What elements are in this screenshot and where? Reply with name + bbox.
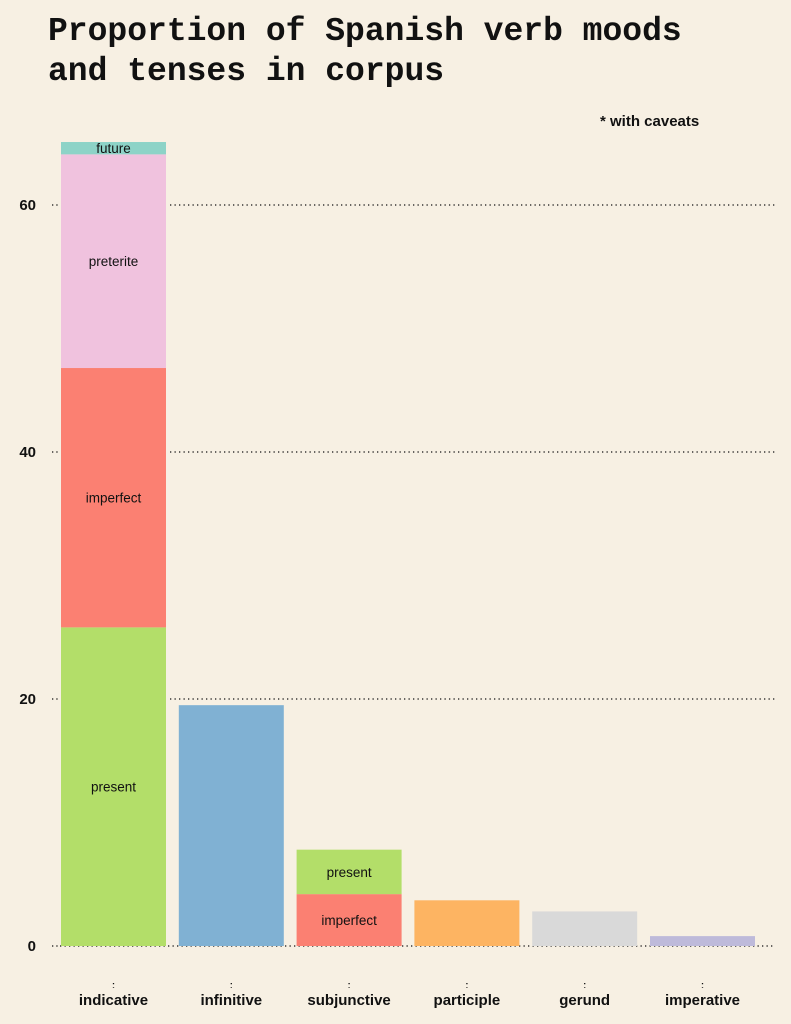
bar-segment [414, 900, 520, 946]
y-tick-label: 0 [28, 938, 36, 955]
bar-segment [532, 911, 638, 946]
x-tick-label: participle [434, 992, 501, 1009]
segment-label: future [96, 141, 131, 156]
x-tick-label: gerund [559, 992, 610, 1009]
bar-segment [650, 936, 755, 946]
x-tick-label: imperative [665, 992, 740, 1009]
chart-title: Proportion of Spanish verb moods and ten… [48, 13, 682, 90]
segment-label: imperfect [86, 491, 142, 506]
chart-subtitle: * with caveats [600, 113, 700, 130]
bar-segment [296, 849, 402, 895]
bar-segment [61, 154, 166, 369]
y-tick-label: 20 [19, 691, 36, 708]
segment-label: present [327, 865, 372, 880]
bar-segment [61, 368, 166, 628]
y-tick-label: 40 [19, 444, 36, 461]
segment-label: imperfect [321, 913, 377, 928]
x-tick-label: infinitive [200, 992, 262, 1009]
bar-segment [296, 894, 402, 946]
segment-label: present [91, 780, 136, 795]
bar-segment [61, 627, 166, 946]
segment-label: preterite [89, 254, 139, 269]
x-tick-label: indicative [79, 992, 148, 1009]
x-tick-label: subjunctive [307, 992, 390, 1009]
bar-segment [61, 142, 166, 155]
y-tick-label: 60 [19, 197, 36, 214]
bar-segment [178, 705, 284, 946]
